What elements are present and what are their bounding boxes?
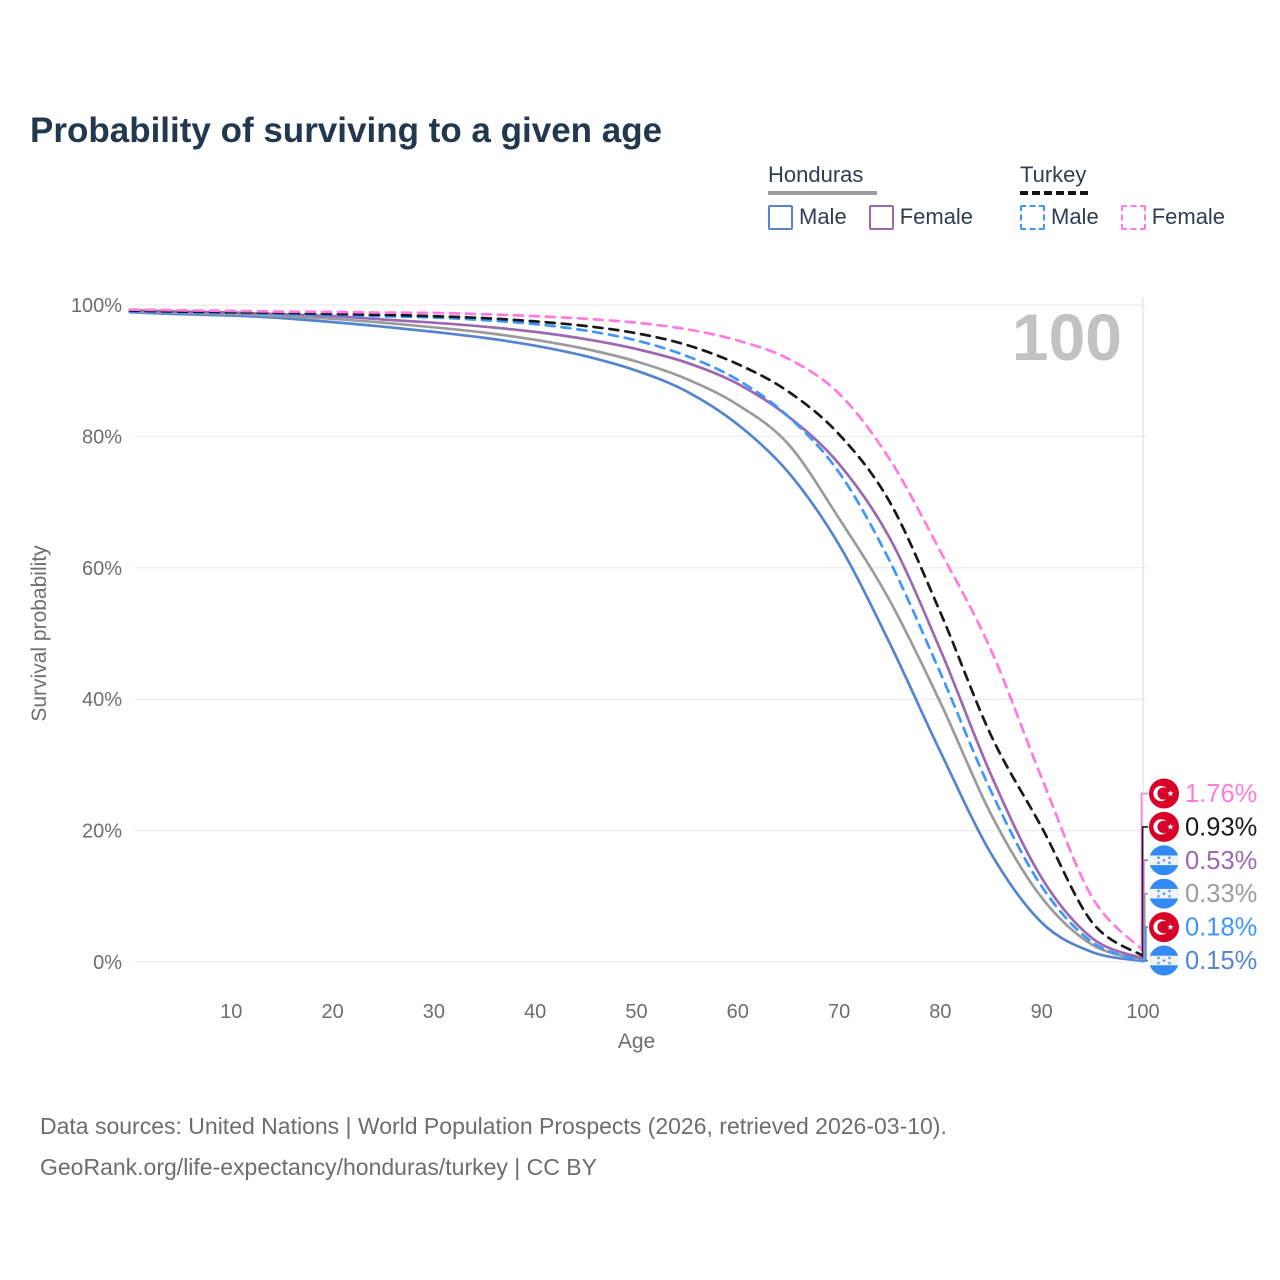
turkey-flag-icon [1149, 912, 1179, 943]
legend-group-title-turkey[interactable]: Turkey [1020, 162, 1089, 195]
legend-item-turkey-male[interactable]: Male [1020, 204, 1099, 230]
leader-line-honduras-male [1143, 959, 1148, 962]
end-label-turkey-female[interactable]: 1.76% [1149, 778, 1257, 809]
x-tick-label-90: 90 [1031, 1001, 1053, 1023]
x-tick-label-60: 60 [727, 1001, 749, 1023]
legend-label: Female [1151, 204, 1226, 229]
turkey-male-swatch-icon [1020, 204, 1045, 230]
leader-line-honduras-female [1142, 859, 1148, 960]
leader-line-honduras [1143, 892, 1148, 961]
x-tick-label-100: 100 [1126, 1001, 1159, 1023]
honduras-female-swatch-icon [868, 204, 894, 230]
x-tick-label-10: 10 [220, 1001, 242, 1023]
series-line-turkey[interactable] [128, 309, 1145, 958]
x-axis-title: Age [618, 1030, 655, 1053]
honduras-flag-icon [1149, 945, 1179, 976]
end-label-honduras[interactable]: 0.33% [1149, 878, 1257, 909]
age-watermark: 100 [1012, 300, 1122, 374]
series-line-honduras-male[interactable] [128, 310, 1145, 963]
turkey-flag-icon [1149, 778, 1179, 809]
leader-line-turkey [1141, 826, 1148, 957]
x-tick-label-20: 20 [321, 1001, 343, 1023]
x-tick-label-30: 30 [423, 1001, 445, 1023]
page-title: Probability of surviving to a given age [30, 111, 663, 151]
end-label-value-honduras: 0.33% [1185, 880, 1257, 908]
end-label-value-honduras-male: 0.15% [1185, 947, 1257, 975]
x-tick-label-80: 80 [929, 1001, 951, 1023]
legend-item-honduras-male[interactable]: Male [768, 204, 847, 230]
honduras-flag-icon [1149, 845, 1179, 876]
honduras-flag-icon [1149, 878, 1179, 909]
y-tick-label-60: 60% [82, 558, 122, 580]
end-label-value-turkey: 0.93% [1185, 813, 1257, 841]
y-axis-title: Survival probability [28, 545, 51, 722]
x-tick-label-70: 70 [828, 1001, 850, 1023]
series-line-honduras[interactable] [128, 310, 1145, 962]
legend-group-honduras: Honduras Male Female [768, 162, 973, 230]
series-line-turkey-female[interactable] [128, 308, 1145, 952]
y-tick-label-20: 20% [82, 821, 122, 843]
legend-label: Male [799, 204, 847, 229]
end-label-value-turkey-female: 1.76% [1185, 780, 1257, 808]
y-tick-label-100: 100% [71, 295, 122, 317]
y-tick-label-40: 40% [82, 689, 122, 711]
legend-label: Male [1051, 204, 1099, 229]
legend-item-honduras-female[interactable]: Female [868, 204, 974, 230]
legend-label: Female [899, 204, 974, 229]
end-label-turkey-male[interactable]: 0.18% [1149, 912, 1257, 943]
end-label-turkey[interactable]: 0.93% [1149, 811, 1257, 842]
data-sources-line1: Data sources: United Nations | World Pop… [40, 1113, 947, 1139]
data-sources-line2: GeoRank.org/life-expectancy/honduras/tur… [40, 1154, 597, 1180]
end-label-honduras-female[interactable]: 0.53% [1149, 845, 1257, 876]
x-tick-label-40: 40 [524, 1001, 546, 1023]
end-label-value-turkey-male: 0.18% [1185, 914, 1257, 942]
legend-group-title-honduras[interactable]: Honduras [768, 162, 878, 195]
y-tick-label-0: 0% [93, 952, 122, 974]
x-tick-label-50: 50 [625, 1001, 647, 1023]
end-label-honduras-male[interactable]: 0.15% [1149, 945, 1257, 976]
honduras-male-swatch-icon [768, 204, 793, 230]
turkey-flag-icon [1149, 811, 1179, 842]
end-label-value-honduras-female: 0.53% [1185, 847, 1257, 875]
legend-group-turkey: Turkey Male Female [1020, 162, 1225, 230]
legend-item-turkey-female[interactable]: Female [1120, 204, 1226, 230]
data-sources-note: Data sources: United Nations | World Pop… [40, 1106, 947, 1188]
series-line-turkey-male[interactable] [128, 310, 1145, 963]
series-line-honduras-female[interactable] [128, 308, 1145, 960]
y-tick-label-80: 80% [82, 426, 122, 448]
turkey-female-swatch-icon [1120, 204, 1146, 230]
